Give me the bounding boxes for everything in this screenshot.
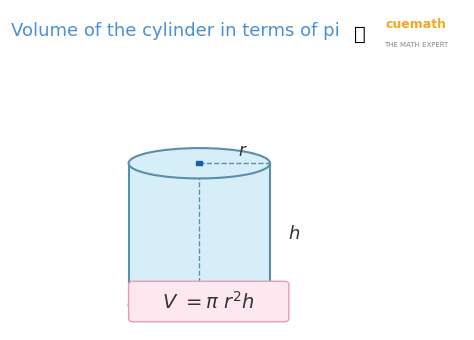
FancyBboxPatch shape — [128, 281, 289, 322]
Ellipse shape — [128, 290, 270, 320]
Text: cuemath: cuemath — [385, 18, 447, 31]
Text: THE MATH EXPERT: THE MATH EXPERT — [384, 42, 448, 48]
Polygon shape — [197, 161, 202, 165]
Text: Volume of the cylinder in terms of pi: Volume of the cylinder in terms of pi — [11, 22, 339, 40]
Text: $V\ =\pi\ r^2h$: $V\ =\pi\ r^2h$ — [162, 291, 255, 312]
Ellipse shape — [128, 148, 270, 179]
Text: 🚀: 🚀 — [354, 25, 365, 44]
Text: r: r — [238, 142, 245, 160]
Polygon shape — [128, 163, 270, 305]
Text: h: h — [289, 225, 300, 243]
